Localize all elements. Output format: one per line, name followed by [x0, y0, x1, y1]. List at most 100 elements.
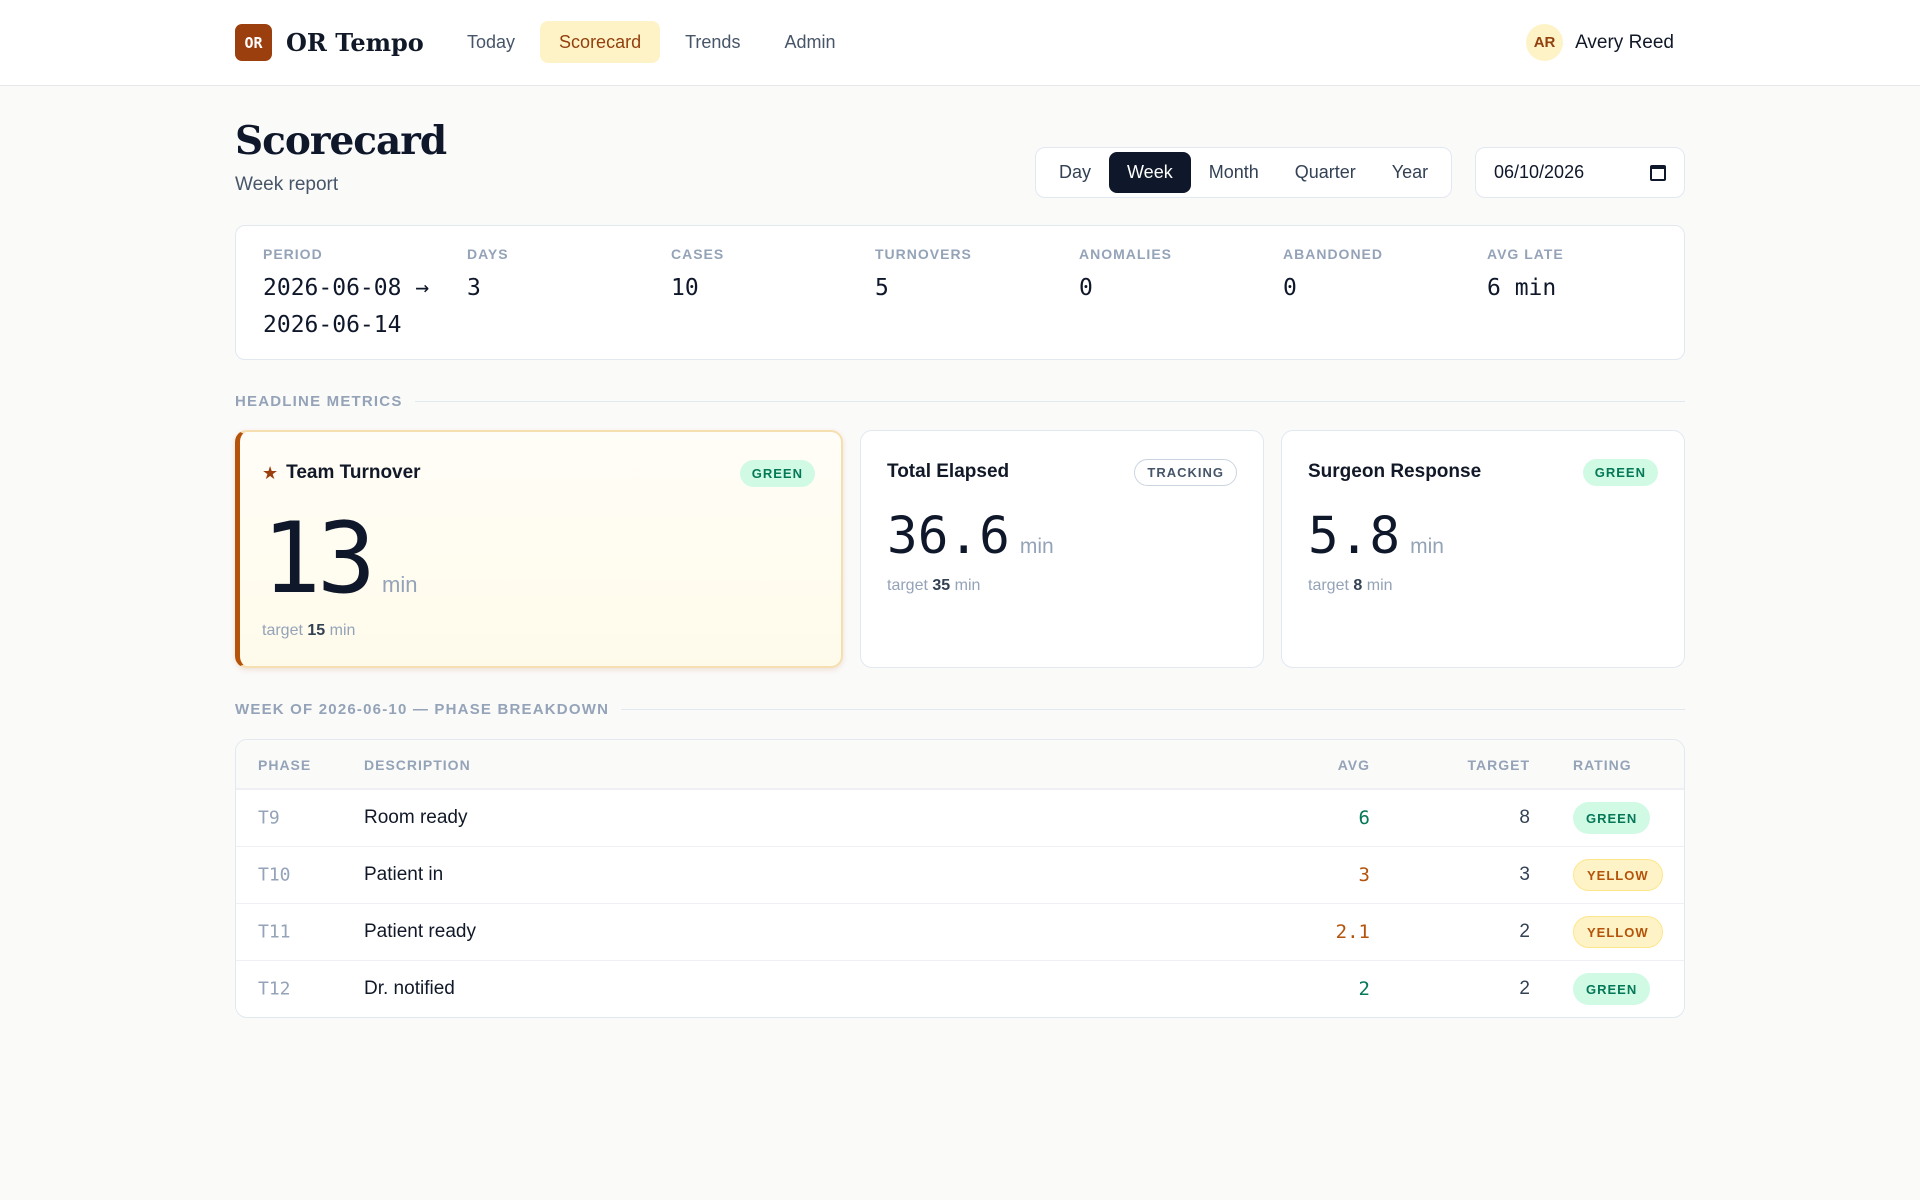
metric-value: 5.8 min [1308, 505, 1444, 569]
metric-unit: min [1019, 535, 1054, 558]
stat-days: DAYS 3 [467, 246, 509, 307]
brand[interactable]: OR OR Tempo [235, 24, 424, 61]
column-rating[interactable]: RATING [1573, 757, 1632, 773]
target-value: 35 [932, 577, 951, 594]
brand-name: OR Tempo [286, 28, 424, 57]
phase-avg: 6 [1358, 807, 1370, 829]
table-header: PHASE DESCRIPTION AVG TARGET RATING [236, 740, 1684, 789]
target-prefix: target [1308, 577, 1349, 594]
metric-unit: min [1410, 535, 1444, 558]
rating-cell: YELLOW [1573, 859, 1663, 891]
stat-value: 0 [1079, 275, 1093, 301]
target-unit: min [1366, 577, 1393, 594]
metric-value: 13 min [262, 504, 417, 614]
stat-value: 2026-06-08 → 2026-06-14 [263, 275, 430, 338]
phase-avg: 2 [1358, 978, 1370, 1000]
target-unit: min [954, 577, 981, 594]
phase-description: Patient in [364, 864, 444, 885]
metric-number: 36.6 [887, 507, 1010, 566]
card-title: ★ Team Turnover [262, 462, 421, 484]
nav-today[interactable]: Today [467, 31, 516, 52]
table-row[interactable]: T9 Room ready 6 8 GREEN [236, 789, 1684, 846]
user-menu[interactable]: AR Avery Reed [1526, 24, 1674, 61]
card-title-text: Total Elapsed [887, 461, 1010, 482]
phase-avg: 2.1 [1335, 921, 1370, 943]
metric-target: target 15 min [262, 622, 355, 640]
stat-label: PERIOD [263, 246, 323, 262]
divider [414, 401, 1685, 402]
phase-description: Dr. notified [364, 978, 455, 999]
table-row[interactable]: T11 Patient ready 2.1 2 YELLOW [236, 903, 1684, 960]
phase-table: PHASE DESCRIPTION AVG TARGET RATING T9 R… [235, 739, 1685, 1018]
stat-period: PERIOD 2026-06-08 → 2026-06-14 [263, 246, 438, 344]
star-icon: ★ [262, 462, 279, 483]
card-team-turnover[interactable]: ★ Team Turnover GREEN 13 min target 15 m… [235, 430, 843, 668]
nav-trends[interactable]: Trends [685, 31, 741, 52]
range-month[interactable]: Month [1208, 162, 1259, 182]
target-prefix: target [262, 622, 303, 639]
range-week[interactable]: Week [1109, 152, 1191, 193]
phase-description: Room ready [364, 807, 468, 828]
date-value: 06/10/2026 [1494, 162, 1585, 182]
stat-value: 10 [671, 275, 699, 301]
rating-badge: GREEN [1573, 802, 1651, 834]
range-selector: Day Week Month Quarter Year [1035, 147, 1453, 198]
metric-target: target 8 min [1308, 577, 1393, 595]
phase-target: 8 [1519, 807, 1530, 828]
stat-abandoned: ABANDONED 0 [1283, 246, 1383, 307]
phase-avg: 3 [1358, 864, 1370, 886]
nav-links: Today Scorecard Trends Admin [448, 21, 854, 63]
stat-label: AVG LATE [1487, 246, 1564, 262]
card-total-elapsed[interactable]: Total Elapsed TRACKING 36.6 min target 3… [860, 430, 1264, 668]
stat-value: 5 [875, 275, 889, 301]
card-title: Total Elapsed [887, 461, 1009, 483]
range-day[interactable]: Day [1059, 162, 1092, 182]
stat-label: ABANDONED [1283, 246, 1383, 262]
phase-code: T9 [258, 807, 280, 829]
target-prefix: target [887, 577, 928, 594]
phase-code: T11 [258, 921, 291, 943]
target-value: 15 [307, 622, 326, 639]
stat-label: CASES [671, 246, 725, 262]
status-badge: GREEN [1582, 459, 1658, 486]
column-description[interactable]: DESCRIPTION [364, 757, 471, 773]
page-subtitle: Week report [235, 174, 339, 195]
date-input[interactable]: 06/10/2026 [1475, 147, 1685, 198]
section-title: WEEK OF 2026-06-10 — PHASE BREAKDOWN [235, 701, 610, 718]
brand-logo: OR [235, 24, 272, 61]
section-title: HEADLINE METRICS [235, 393, 403, 410]
status-badge: TRACKING [1134, 459, 1237, 486]
rating-cell: GREEN [1573, 973, 1651, 1005]
avatar: AR [1526, 24, 1564, 61]
status-badge: GREEN [739, 460, 815, 487]
table-row[interactable]: T10 Patient in 3 3 YELLOW [236, 846, 1684, 903]
card-surgeon-response[interactable]: Surgeon Response GREEN 5.8 min target 8 … [1281, 430, 1685, 668]
divider [621, 709, 1685, 710]
metric-number: 5.8 [1308, 507, 1401, 566]
phase-target: 2 [1519, 921, 1530, 942]
card-title-text: Surgeon Response [1308, 461, 1482, 482]
stat-value: 0 [1283, 275, 1297, 301]
stat-label: ANOMALIES [1079, 246, 1172, 262]
range-year[interactable]: Year [1391, 162, 1429, 182]
section-headline-metrics: HEADLINE METRICS [235, 393, 1685, 410]
calendar-icon[interactable] [1650, 164, 1666, 181]
stat-anomalies: ANOMALIES 0 [1079, 246, 1172, 307]
section-phase-breakdown: WEEK OF 2026-06-10 — PHASE BREAKDOWN [235, 701, 1685, 718]
phase-target: 3 [1519, 864, 1530, 885]
phase-target: 2 [1519, 978, 1530, 999]
nav-scorecard[interactable]: Scorecard [540, 21, 661, 63]
phase-code: T12 [258, 978, 291, 1000]
user-name: Avery Reed [1575, 31, 1674, 53]
rating-badge: GREEN [1573, 973, 1651, 1005]
top-nav: OR OR Tempo Today Scorecard Trends Admin… [0, 0, 1920, 86]
column-phase[interactable]: PHASE [258, 757, 312, 773]
column-target[interactable]: TARGET [1467, 757, 1530, 773]
column-avg[interactable]: AVG [1337, 757, 1370, 773]
range-quarter[interactable]: Quarter [1294, 162, 1356, 182]
nav-admin[interactable]: Admin [784, 31, 836, 52]
phase-description: Patient ready [364, 921, 476, 942]
table-row[interactable]: T12 Dr. notified 2 2 GREEN [236, 960, 1684, 1017]
stat-avg-late: AVG LATE 6 min [1487, 246, 1564, 307]
metric-value: 36.6 min [887, 505, 1054, 569]
